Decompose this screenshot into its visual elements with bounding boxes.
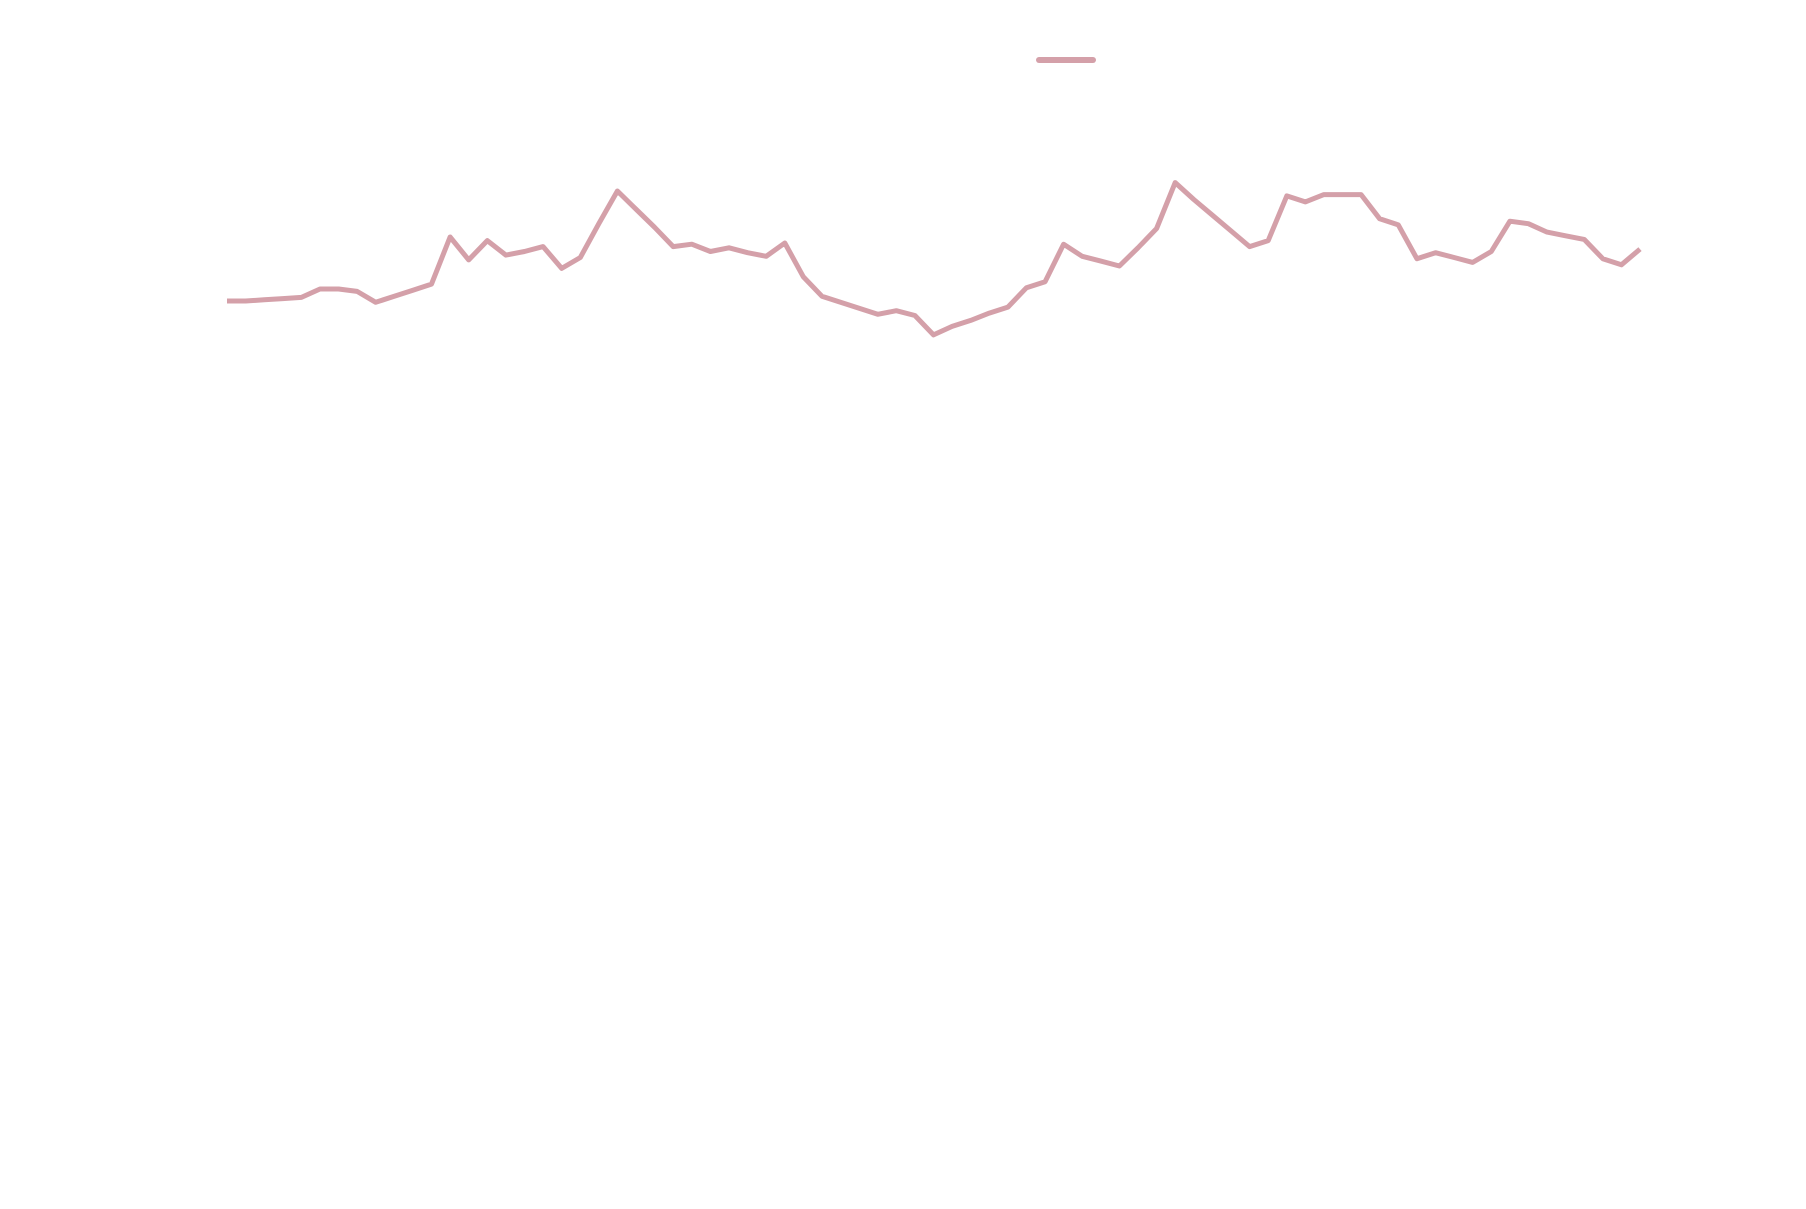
series-1-points — [225, 181, 1642, 337]
series-1-line — [227, 180, 1642, 338]
plot-area — [225, 180, 1642, 338]
